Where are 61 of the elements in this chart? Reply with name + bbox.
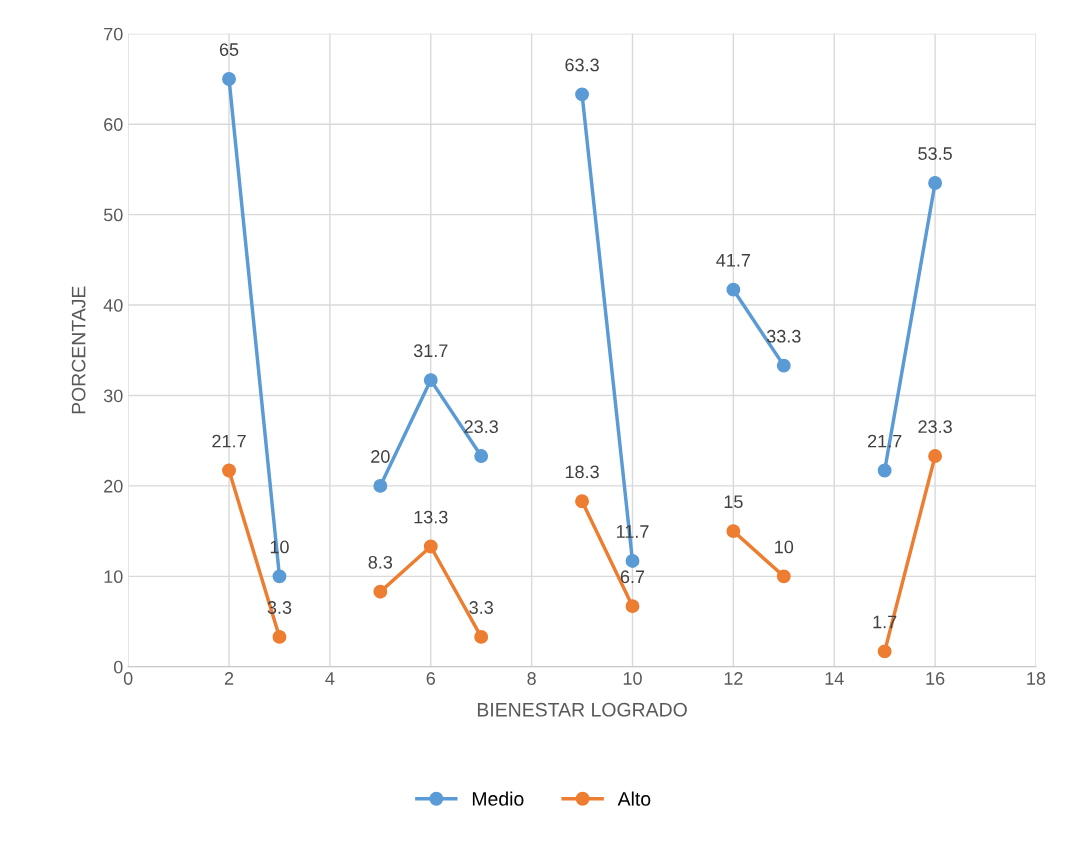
data-label: 10 [775, 540, 794, 554]
x-tick-label: 14 [825, 672, 844, 685]
x-tick-label: 0 [123, 672, 133, 685]
x-tick-label: 16 [926, 672, 945, 685]
data-label: 53.5 [918, 147, 952, 160]
y-tick-label: 70 [104, 27, 123, 41]
x-tick-label: 12 [724, 672, 743, 685]
point [625, 554, 640, 568]
data-label: 21.7 [212, 434, 246, 448]
data-label: 63.3 [565, 58, 599, 72]
y-tick-label: 10 [104, 570, 123, 584]
point [474, 449, 489, 464]
point [272, 569, 287, 584]
legend-label: Medio [472, 791, 524, 806]
point [222, 463, 236, 478]
point [928, 176, 943, 190]
data-label: 41.7 [716, 254, 751, 267]
point [625, 599, 640, 614]
point [928, 449, 943, 464]
point [575, 87, 590, 102]
x-tick-label: 6 [426, 672, 435, 685]
data-label: 6.7 [620, 570, 645, 584]
data-label: 15 [724, 495, 743, 509]
y-tick-label: 50 [103, 208, 123, 222]
data-label: 8.3 [368, 555, 393, 569]
x-tick-label: 2 [224, 672, 234, 685]
y-tick-label: 30 [103, 389, 123, 403]
data-label: 33.3 [766, 329, 801, 343]
data-label: 13.3 [414, 510, 448, 524]
data-label: 3.3 [469, 601, 493, 614]
y-tick-label: 60 [104, 118, 123, 131]
point [423, 539, 438, 554]
y-tick-label: 20 [104, 479, 123, 493]
point [726, 282, 741, 297]
data-label: 23.3 [464, 420, 498, 434]
point [776, 358, 791, 373]
point [877, 644, 892, 659]
point [474, 629, 489, 644]
y-tick-label: 40 [103, 298, 123, 312]
x-axis-title: BIENESTAR LOGRADO [477, 702, 687, 717]
point [272, 629, 287, 644]
x-tick-label: 18 [1027, 672, 1046, 685]
point [373, 478, 388, 493]
y-axis-title: PORCENTAJE [71, 286, 86, 414]
x-tick-label: 8 [527, 672, 536, 685]
point [877, 463, 892, 478]
point [373, 584, 388, 599]
data-label: 23.3 [918, 420, 952, 434]
legend-label: Alto [617, 791, 651, 806]
x-tick-label: 4 [325, 672, 335, 685]
point [726, 524, 741, 539]
data-label: 20 [371, 450, 390, 463]
x-tick-label: 10 [623, 672, 642, 685]
point [575, 494, 590, 509]
data-label: 31.7 [413, 344, 448, 358]
y-tick-label: 0 [113, 660, 123, 674]
data-label: 18.3 [565, 465, 599, 479]
point [222, 72, 236, 86]
data-label: 65 [219, 43, 239, 56]
point [423, 373, 438, 388]
point [776, 569, 791, 584]
